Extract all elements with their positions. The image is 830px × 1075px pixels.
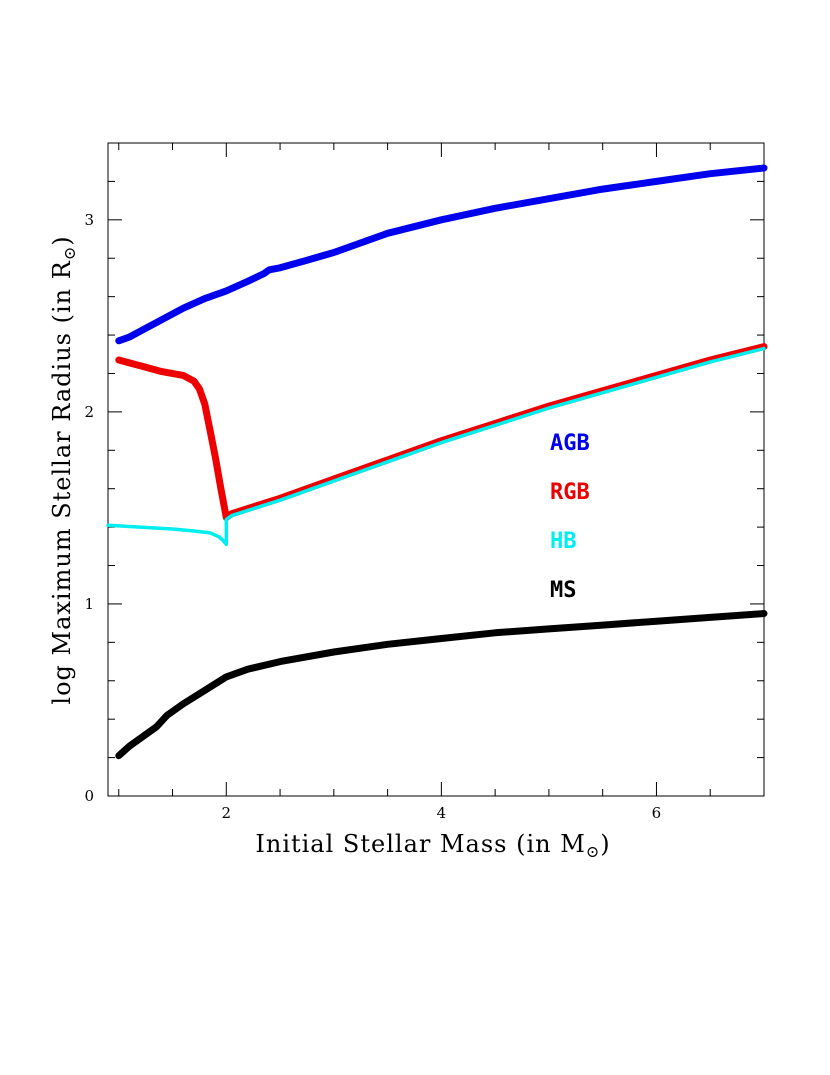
tick-labels: 2 4 6 0 1 2 3 [84,211,661,822]
plot-frame [107,142,765,797]
series-rgb-line [115,343,768,521]
y-tick-label: 0 [84,787,94,805]
legend-agb: AGB [550,431,590,456]
series-ms-line [115,610,768,760]
x-tick-label: 6 [652,804,662,822]
x-axis-title-text: Initial Stellar Mass (in M [255,830,585,858]
series-lines [106,164,768,760]
x-axis-title-close: ) [600,830,610,858]
y-axis-title: log Maximum Stellar Radius (in R⊙) [48,235,79,704]
x-axis-title: Initial Stellar Mass (in M⊙) [255,830,610,861]
y-tick-label: 1 [84,595,94,613]
legend-rgb: RGB [550,480,590,505]
y-axis-title-text: log Maximum Stellar Radius (in R [48,260,76,704]
x-tick-label: 4 [437,804,447,822]
series-hb-line [106,346,766,547]
y-tick-label: 2 [84,403,94,421]
series-agb-line [115,164,768,345]
axis-ticks [108,142,765,797]
y-axis-title-subscript: ⊙ [60,246,79,260]
y-tick-label: 3 [84,211,94,229]
y-axis-title-close: ) [48,235,76,245]
x-tick-label: 2 [222,804,232,822]
legend-ms: MS [550,578,577,603]
legend: AGB RGB HB MS [550,431,590,603]
legend-hb: HB [550,529,577,554]
x-axis-title-subscript: ⊙ [586,842,600,861]
